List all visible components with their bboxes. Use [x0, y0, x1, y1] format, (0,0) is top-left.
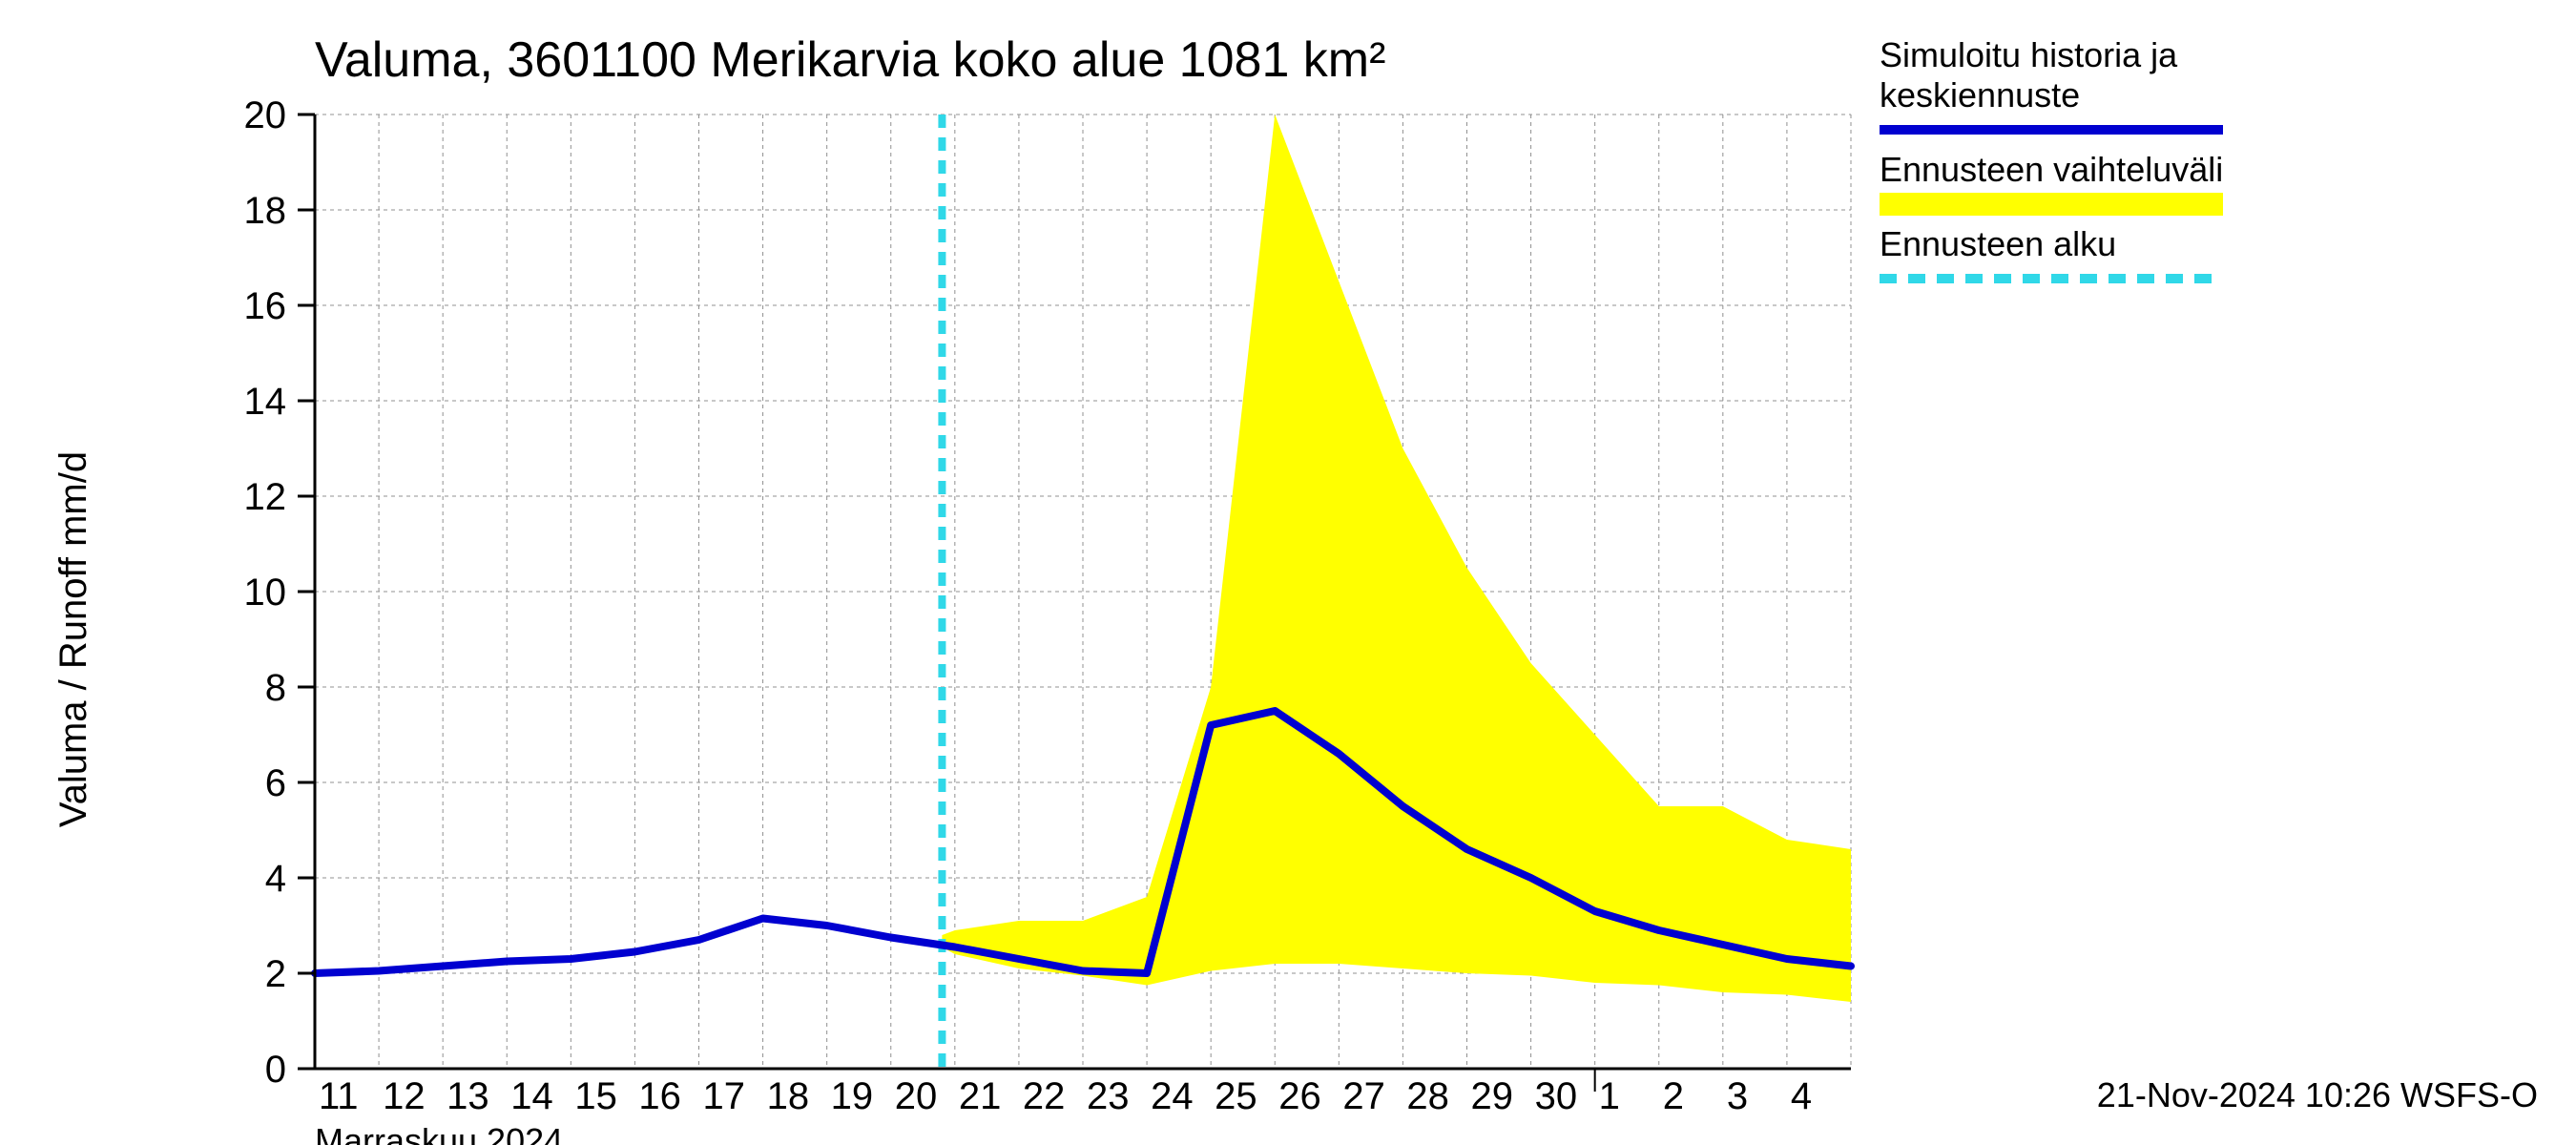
x-tick-label: 21 [959, 1075, 1001, 1117]
x-month-fi: Marraskuu 2024 [315, 1121, 563, 1145]
x-tick-label: 3 [1727, 1075, 1748, 1117]
chart-container: { "chart": { "type": "line_with_band", "… [0, 0, 2576, 1145]
chart-svg: 0246810121416182011121314151617181920212… [0, 0, 2576, 1145]
y-tick-label: 10 [244, 572, 287, 614]
x-tick-label: 18 [767, 1075, 810, 1117]
timestamp: 21-Nov-2024 10:26 WSFS-O [2097, 1075, 2538, 1114]
x-tick-label: 15 [574, 1075, 617, 1117]
x-tick-label: 12 [383, 1075, 426, 1117]
x-tick-label: 2 [1663, 1075, 1684, 1117]
x-tick-label: 17 [703, 1075, 746, 1117]
legend-label: keskiennuste [1880, 75, 2080, 114]
x-tick-label: 22 [1023, 1075, 1066, 1117]
y-tick-label: 12 [244, 476, 287, 518]
x-tick-label: 24 [1151, 1075, 1194, 1117]
y-tick-label: 20 [244, 94, 287, 136]
y-tick-label: 8 [265, 667, 286, 709]
x-tick-label: 28 [1406, 1075, 1449, 1117]
y-axis-label: Valuma / Runoff mm/d [52, 451, 94, 827]
y-tick-label: 4 [265, 858, 286, 900]
legend-label: Ennusteen vaihteluväli [1880, 150, 2223, 189]
x-tick-label: 23 [1087, 1075, 1130, 1117]
y-tick-label: 0 [265, 1049, 286, 1091]
x-tick-label: 4 [1791, 1075, 1812, 1117]
legend-label: Simuloitu historia ja [1880, 35, 2178, 74]
y-tick-label: 2 [265, 953, 286, 995]
y-tick-label: 14 [244, 381, 287, 423]
x-tick-label: 14 [510, 1075, 553, 1117]
chart-title: Valuma, 3601100 Merikarvia koko alue 108… [315, 32, 1385, 88]
legend-swatch-band [1880, 193, 2223, 216]
y-tick-label: 6 [265, 762, 286, 804]
x-tick-label: 11 [319, 1075, 359, 1117]
x-tick-label: 16 [638, 1075, 681, 1117]
x-tick-label: 25 [1215, 1075, 1257, 1117]
legend-label: Ennusteen alku [1880, 224, 2116, 263]
x-tick-label: 26 [1278, 1075, 1321, 1117]
x-tick-label: 29 [1471, 1075, 1514, 1117]
x-tick-label: 13 [447, 1075, 488, 1117]
x-tick-label: 27 [1342, 1075, 1385, 1117]
x-tick-label: 19 [831, 1075, 874, 1117]
y-tick-label: 16 [244, 285, 287, 327]
y-tick-label: 18 [244, 190, 287, 232]
x-tick-label: 1 [1599, 1075, 1620, 1117]
x-tick-label: 20 [895, 1075, 938, 1117]
x-tick-label: 30 [1535, 1075, 1578, 1117]
